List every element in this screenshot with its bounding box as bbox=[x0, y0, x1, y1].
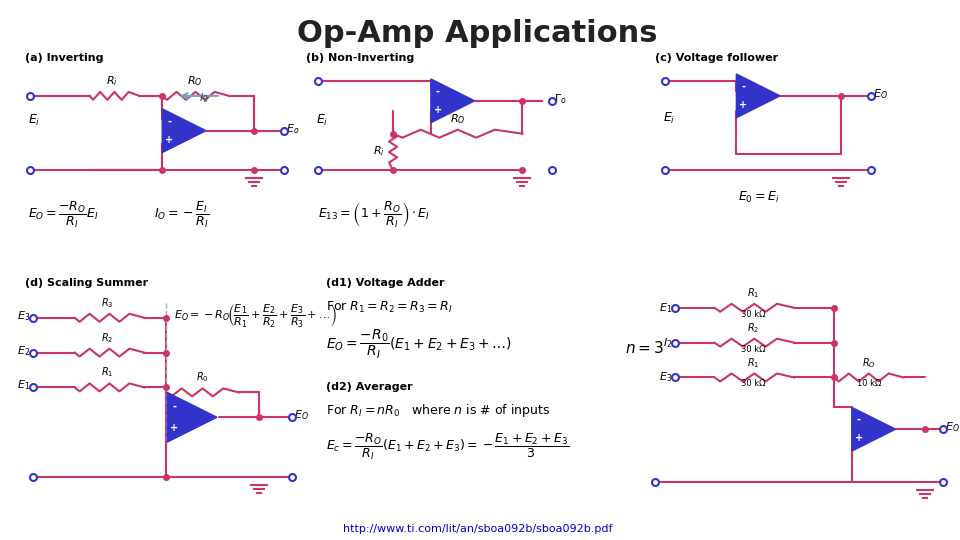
Text: $I_0$: $I_0$ bbox=[199, 91, 209, 105]
Text: 30 kΩ: 30 kΩ bbox=[741, 345, 765, 354]
Text: 30 kΩ: 30 kΩ bbox=[741, 310, 765, 319]
Text: -: - bbox=[856, 415, 861, 425]
Text: +: + bbox=[854, 434, 863, 443]
Text: $E_1$: $E_1$ bbox=[16, 379, 30, 393]
Text: $E_i$: $E_i$ bbox=[317, 113, 328, 129]
Text: +: + bbox=[165, 135, 173, 145]
Text: $I_2$: $I_2$ bbox=[663, 336, 673, 349]
Polygon shape bbox=[852, 407, 896, 451]
Text: $R_i$: $R_i$ bbox=[373, 145, 385, 158]
Text: (d1) Voltage Adder: (d1) Voltage Adder bbox=[326, 278, 444, 288]
Text: $E_i$: $E_i$ bbox=[28, 113, 40, 129]
Text: http://www.ti.com/lit/an/sboa092b/sboa092b.pdf: http://www.ti.com/lit/an/sboa092b/sboa09… bbox=[343, 524, 612, 534]
Text: $R_O$: $R_O$ bbox=[187, 74, 203, 88]
Text: (b) Non-Inverting: (b) Non-Inverting bbox=[306, 53, 415, 63]
Polygon shape bbox=[162, 109, 206, 153]
Text: +: + bbox=[739, 100, 748, 110]
Text: $E_O$: $E_O$ bbox=[873, 87, 887, 101]
Text: $E_O = \dfrac{-R_0}{R_I}\left(E_1 + E_2 + E_3 + \ldots\right)$: $E_O = \dfrac{-R_0}{R_I}\left(E_1 + E_2 … bbox=[326, 328, 513, 361]
Text: For $R_1 = R_2 = R_3 = R_I$: For $R_1 = R_2 = R_3 = R_I$ bbox=[326, 300, 453, 315]
Text: $R_1$: $R_1$ bbox=[747, 286, 759, 300]
Text: $n = 3$: $n = 3$ bbox=[625, 340, 663, 356]
Text: $E_i$: $E_i$ bbox=[662, 111, 675, 126]
Polygon shape bbox=[431, 79, 474, 123]
Text: $R_i$: $R_i$ bbox=[106, 74, 117, 88]
Text: $E_3$: $E_3$ bbox=[660, 370, 673, 384]
Text: (d) Scaling Summer: (d) Scaling Summer bbox=[25, 278, 148, 288]
Text: $R_O$: $R_O$ bbox=[862, 356, 876, 369]
Text: (c) Voltage follower: (c) Voltage follower bbox=[655, 53, 778, 63]
Text: $E_{c} = \dfrac{-R_O}{R_I}(E_1 + E_2 + E_3) = -\dfrac{E_1 + E_2 + E_3}{3}$: $E_{c} = \dfrac{-R_O}{R_I}(E_1 + E_2 + E… bbox=[326, 432, 569, 462]
Text: +: + bbox=[434, 105, 442, 115]
Text: $\Gamma_o$: $\Gamma_o$ bbox=[554, 92, 567, 106]
Polygon shape bbox=[736, 74, 780, 118]
Text: (a) Inverting: (a) Inverting bbox=[25, 53, 104, 63]
Text: $E_O = \dfrac{-R_O}{R_I} E_I$: $E_O = \dfrac{-R_O}{R_I} E_I$ bbox=[28, 200, 99, 231]
Text: -: - bbox=[167, 117, 171, 126]
Text: 10 kΩ: 10 kΩ bbox=[856, 380, 881, 388]
Text: 30 kΩ: 30 kΩ bbox=[741, 380, 765, 388]
Text: $R_2$: $R_2$ bbox=[747, 321, 759, 335]
Text: $I_O = -\dfrac{E_I}{R_I}$: $I_O = -\dfrac{E_I}{R_I}$ bbox=[155, 200, 209, 231]
Text: $R_3$: $R_3$ bbox=[101, 296, 113, 310]
Text: -: - bbox=[436, 86, 440, 97]
Text: +: + bbox=[170, 423, 179, 433]
Text: Op-Amp Applications: Op-Amp Applications bbox=[298, 19, 658, 48]
Text: $E_O$: $E_O$ bbox=[294, 408, 308, 422]
Polygon shape bbox=[167, 393, 217, 442]
Text: $E_1$: $E_1$ bbox=[660, 301, 673, 315]
Text: $E_2$: $E_2$ bbox=[16, 343, 30, 357]
Text: $E_3$: $E_3$ bbox=[16, 309, 30, 323]
Text: $E_{13} = \left(1 + \dfrac{R_O}{R_I}\right) \cdot E_I$: $E_{13} = \left(1 + \dfrac{R_O}{R_I}\rig… bbox=[319, 200, 431, 231]
Text: $E_O$: $E_O$ bbox=[946, 420, 960, 434]
Text: (d2) Averager: (d2) Averager bbox=[326, 382, 413, 393]
Text: $E_0 = E_i$: $E_0 = E_i$ bbox=[737, 191, 779, 206]
Text: $E_o$: $E_o$ bbox=[285, 122, 299, 136]
Text: $R_1$: $R_1$ bbox=[747, 356, 759, 369]
Text: $R_1$: $R_1$ bbox=[101, 366, 113, 380]
Text: -: - bbox=[172, 402, 176, 412]
Text: For $R_I = nR_0$   where $n$ is # of inputs: For $R_I = nR_0$ where $n$ is # of input… bbox=[326, 402, 551, 420]
Text: $R_O$: $R_O$ bbox=[450, 112, 466, 126]
Text: -: - bbox=[741, 82, 745, 92]
Text: $R_0$: $R_0$ bbox=[196, 370, 208, 384]
Text: $R_2$: $R_2$ bbox=[102, 331, 113, 345]
Text: $E_O = -R_O\!\left(\dfrac{E_1}{R_1}+\dfrac{E_2}{R_2}+\dfrac{E_3}{R_3}+\ldots\rig: $E_O = -R_O\!\left(\dfrac{E_1}{R_1}+\dfr… bbox=[174, 303, 337, 330]
